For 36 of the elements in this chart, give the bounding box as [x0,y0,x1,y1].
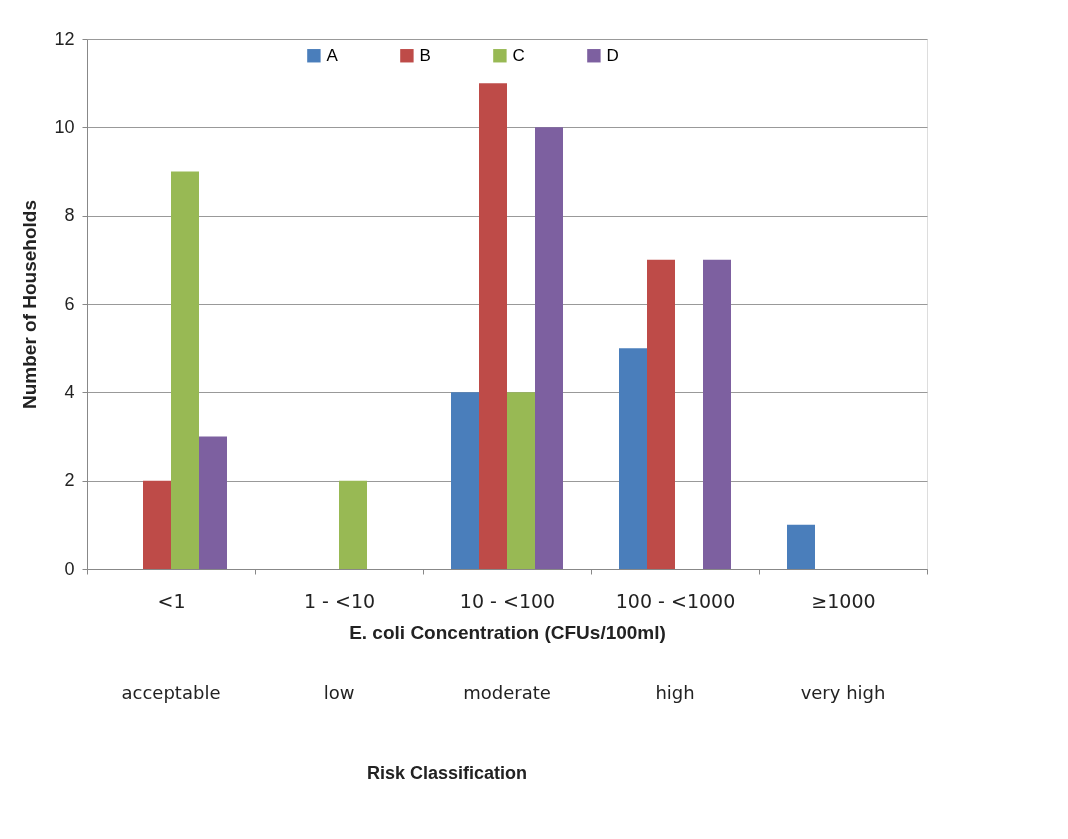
x-tick-label: 10 - <100 [459,589,556,612]
bar [647,259,675,569]
bar [143,480,171,569]
y-tick-label: 12 [54,28,75,49]
text: low [323,682,355,703]
y-tick-label: 8 [64,205,75,226]
bar [507,392,535,569]
y-tick-label: 0 [64,558,75,579]
text: high [655,682,695,703]
text: acceptable [121,682,221,703]
x-tick-label: 100 - <1000 [615,589,736,612]
y-tick-label: 6 [64,293,75,314]
bar [171,171,199,569]
bar [619,348,647,569]
legend-label: B [419,45,431,65]
legend-label: A [326,45,339,65]
text: moderate [463,682,551,703]
bar [535,127,563,569]
x-tick-label: 1 - <10 [303,589,376,612]
bar [451,392,479,569]
y-tick-label: 2 [64,470,75,491]
x-tick-label: ≥1000 [811,589,876,612]
bar [479,83,507,569]
x-tick-label: <1 [157,589,186,612]
text: very high [800,682,886,703]
bar [703,259,731,569]
legend-label: C [512,45,525,65]
y-tick-label: 10 [54,116,75,137]
bar [199,436,227,569]
text: Risk Classification [366,763,528,783]
legend-label: D [606,45,619,65]
bar [787,524,815,569]
y-tick-label: 4 [64,381,75,402]
x-axis-title: E. coli Concentration (CFUs/100ml) [349,621,666,643]
bar [339,480,367,569]
y-axis-title: Number of Households [19,199,41,410]
